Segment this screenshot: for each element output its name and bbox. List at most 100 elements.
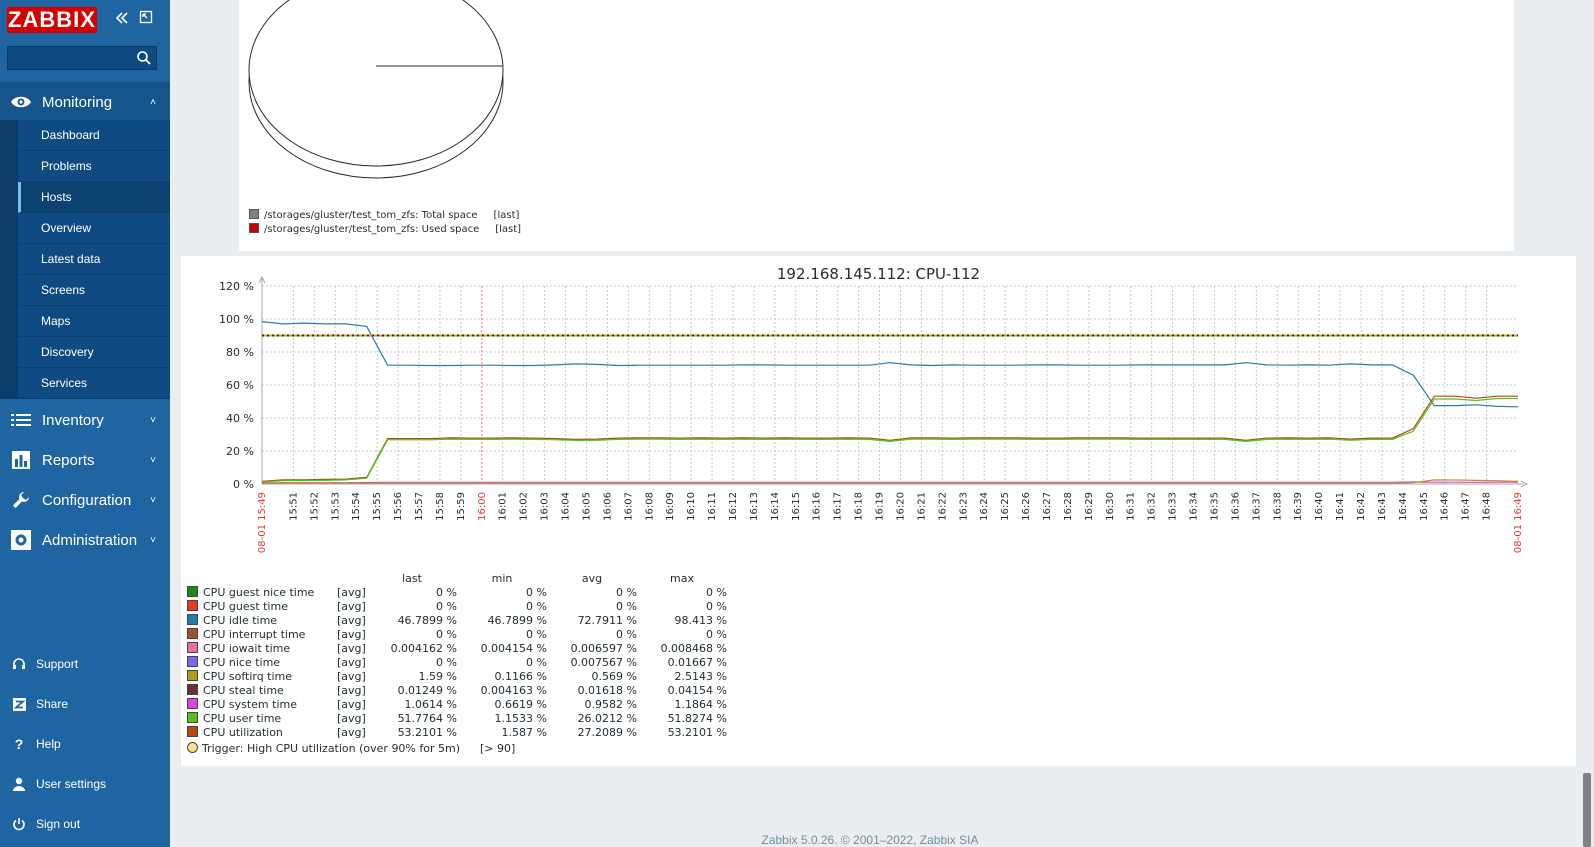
x-tick-label: 16:11 [707,492,718,521]
menu-administration[interactable]: Administration ˅ [0,520,170,560]
share-label: Share [36,697,69,711]
collapse-sidebar-icon[interactable] [112,10,132,30]
support-link[interactable]: Support [0,649,170,679]
x-tick-label: 16:40 [1314,492,1325,521]
sidebar-item-services[interactable]: Services [18,368,170,399]
x-tick-label: 16:38 [1272,492,1283,521]
trigger-legend: Trigger: High CPU utilization (over 90% … [187,742,515,755]
stats-table: last min avg max CPU guest nice time [avg… [187,572,727,740]
kiosk-mode-icon[interactable] [136,10,156,30]
series-line [261,397,1518,483]
menu-configuration[interactable]: Configuration ˅ [0,480,170,520]
series-func: [avg] [337,586,366,599]
sidebar-item-maps[interactable]: Maps [18,306,170,337]
pie-legend-func: [last] [495,224,522,235]
list-icon [0,413,42,427]
user-settings-label: User settings [36,777,107,791]
series-swatch [187,712,198,723]
pie-graph-panel: /storages/gluster/test_tom_zfs: Total sp… [239,0,1514,251]
scrollbar-thumb[interactable] [1583,773,1591,847]
value-min: 0 % [526,586,547,599]
search-input[interactable] [8,47,130,69]
menu-monitoring[interactable]: Monitoring ˄ [0,82,170,122]
x-tick-label: 16:36 [1230,492,1241,521]
sidebar-item-screens[interactable]: Screens [18,275,170,306]
value-min: 0 % [526,600,547,613]
stats-row: CPU guest nice time [avg] 0 % 0 % 0 % 0 % [187,586,727,600]
stats-row: CPU softirq time [avg] 1.59 % 0.1166 % 0.569… [187,670,727,684]
x-tick-label: 16:02 [519,492,530,521]
cpu-line-chart: 0 % 20 % 40 % 60 % 80 % 100 % 120 % 08-01 15:49… [219,275,1529,553]
value-last: 0 % [436,600,457,613]
share-link[interactable]: Share [0,689,170,719]
stats-series-name: CPU system time [187,698,337,712]
value-max: 0.01667 % [667,656,727,669]
x-tick-label: 16:16 [812,492,823,521]
menu-reports[interactable]: Reports ˅ [0,440,170,480]
search-icon[interactable] [136,50,152,66]
footer: Zabbix 5.0.26. © 2001–2022, Zabbix SIA [761,833,979,847]
x-tick-label: 15:54 [351,492,362,521]
sidebar-item-overview[interactable]: Overview [18,213,170,244]
value-max: 0 % [706,628,727,641]
value-last: 53.2101 % [397,726,457,739]
cpu-graph-panel: 192.168.145.112: CPU-112 0 % 20 % 40 % 60 %… [181,256,1576,766]
y-tick-label: 20 % [226,445,254,458]
pie-slice-total [248,0,504,167]
sidebar-item-latest-data[interactable]: Latest data [18,244,170,275]
chevron-down-icon: ˅ [150,494,156,506]
pie-chart-bottom-edge [248,0,504,179]
x-tick-label: 16:12 [728,492,739,521]
value-min: 0.6619 % [494,698,547,711]
col-min: min [491,572,513,585]
x-tick-label: 16:17 [833,492,844,521]
value-last: 0 % [436,656,457,669]
series-swatch [187,684,198,695]
sidebar-item-problems[interactable]: Problems [18,151,170,182]
sidebar-item-discovery[interactable]: Discovery [18,337,170,368]
legend-swatch [249,223,259,233]
x-tick-label: 16:39 [1293,492,1304,521]
wrench-icon [0,490,42,510]
x-tick-label: 16:23 [958,492,969,521]
gear-icon [0,530,42,550]
series-func: [avg] [337,698,366,711]
series-line [261,321,1519,408]
value-avg: 0.006597 % [570,642,637,655]
help-label: Help [36,737,61,751]
series-swatch [187,600,198,611]
x-tick-label: 16:01 [498,492,509,521]
menu-inventory[interactable]: Inventory ˅ [0,400,170,440]
help-link[interactable]: ? Help [0,729,170,759]
series-name: CPU nice time [203,656,281,669]
support-label: Support [36,657,79,671]
sidebar-item-hosts[interactable]: Hosts [18,182,170,213]
stats-row: CPU iowait time [avg] 0.004162 % 0.004154 %… [187,642,727,656]
series-func: [avg] [337,726,366,739]
stats-series-name: CPU interrupt time [187,628,337,642]
series-name: CPU interrupt time [203,628,306,641]
user-settings-link[interactable]: User settings [0,769,170,799]
x-tick-label: 16:28 [1063,492,1074,521]
stats-series-name: CPU steal time [187,684,337,698]
sidebar: ZABBIX Monitoring ˄ Dashboard Problems H… [0,0,170,847]
x-tick-label: 16:19 [875,492,886,521]
value-avg: 0.007567 % [570,656,637,669]
sign-out-link[interactable]: Sign out [0,809,170,839]
stats-row: CPU steal time [avg] 0.01249 % 0.004163 % 0.… [187,684,727,698]
series-func: [avg] [337,642,366,655]
x-tick-label: 16:03 [540,492,551,521]
sidebar-item-dashboard[interactable]: Dashboard [18,120,170,151]
x-tick-label: 16:26 [1021,492,1032,521]
series-swatch [187,726,198,737]
series-swatch [187,628,198,639]
x-tick-label: 16:43 [1377,492,1388,521]
value-max: 0 % [706,600,727,613]
series-name: CPU utilization [203,726,283,739]
chevron-down-icon: ˅ [150,414,156,426]
x-tick-label: 16:14 [770,492,781,521]
page-scrollbar[interactable] [1580,0,1594,847]
zabbix-logo[interactable]: ZABBIX [7,7,97,33]
x-tick-label: 16:07 [623,492,634,521]
stats-series-name: CPU iowait time [187,642,337,656]
